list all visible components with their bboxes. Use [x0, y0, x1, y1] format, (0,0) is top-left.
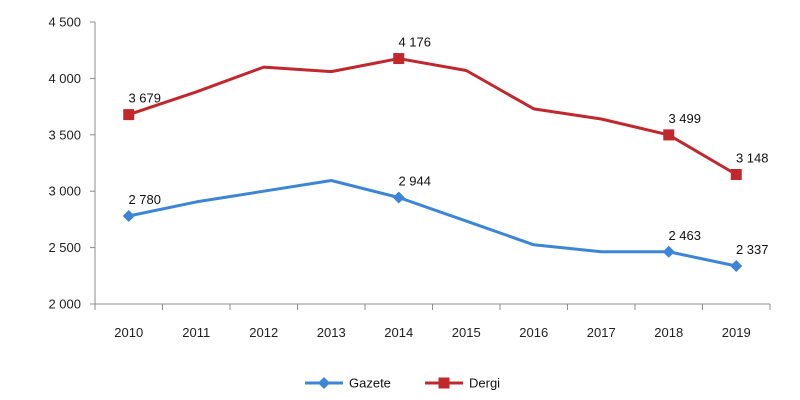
series-line-gazete	[128, 178, 737, 268]
x-tick-label: 2010	[114, 325, 143, 340]
x-tick-label: 2011	[182, 325, 210, 340]
data-point-gazete	[730, 259, 743, 272]
legend-label-dergi: Dergi	[469, 376, 500, 391]
y-tick-label: 3 500	[48, 127, 81, 142]
y-tick-label: 3 000	[48, 184, 81, 199]
x-tick-label: 2016	[519, 325, 548, 340]
data-label-dergi: 3 148	[736, 151, 769, 166]
data-point-gazete	[662, 245, 675, 258]
data-label-gazete: 2 944	[398, 174, 431, 189]
series-line-dergi	[128, 57, 738, 176]
chart-legend: Gazete Dergi	[305, 376, 500, 391]
data-label-gazete: 2 337	[736, 242, 769, 257]
data-label-dergi: 3 499	[668, 111, 701, 126]
y-tick-label: 2 000	[48, 297, 81, 312]
x-tick-label: 2012	[249, 325, 278, 340]
data-point-dergi	[123, 109, 135, 121]
legend-marker-gazete	[318, 377, 330, 389]
data-label-dergi: 3 679	[128, 91, 161, 106]
x-tick-label: 2018	[654, 325, 683, 340]
data-label-gazete: 2 463	[668, 228, 701, 243]
x-tick-label: 2017	[587, 325, 616, 340]
y-tick-label: 4 500	[48, 15, 81, 30]
x-tick-label: 2013	[317, 325, 346, 340]
data-label-dergi: 4 176	[398, 35, 431, 50]
data-point-dergi	[730, 169, 742, 181]
data-point-dergi	[663, 129, 675, 141]
data-point-gazete	[122, 210, 135, 223]
data-point-gazete	[392, 191, 405, 204]
y-tick-label: 4 000	[48, 71, 81, 86]
x-tick-label: 2015	[452, 325, 481, 340]
chart-axes: 2 000 2 500 3 000 3 500 4 000 4 500 2010 2011 20…	[48, 15, 771, 340]
chart-data-labels: 2 780 2 944 2 463 2 337 3 679 4 176 3 499 3 148	[128, 35, 768, 257]
legend-label-gazete: Gazete	[349, 376, 391, 391]
legend-marker-dergi	[438, 377, 450, 389]
y-tick-label: 2 500	[48, 240, 81, 255]
chart-series	[122, 53, 743, 272]
x-tick-label: 2019	[722, 325, 751, 340]
data-point-dergi	[393, 53, 405, 65]
data-label-gazete: 2 780	[128, 192, 161, 207]
x-tick-label: 2014	[384, 325, 413, 340]
